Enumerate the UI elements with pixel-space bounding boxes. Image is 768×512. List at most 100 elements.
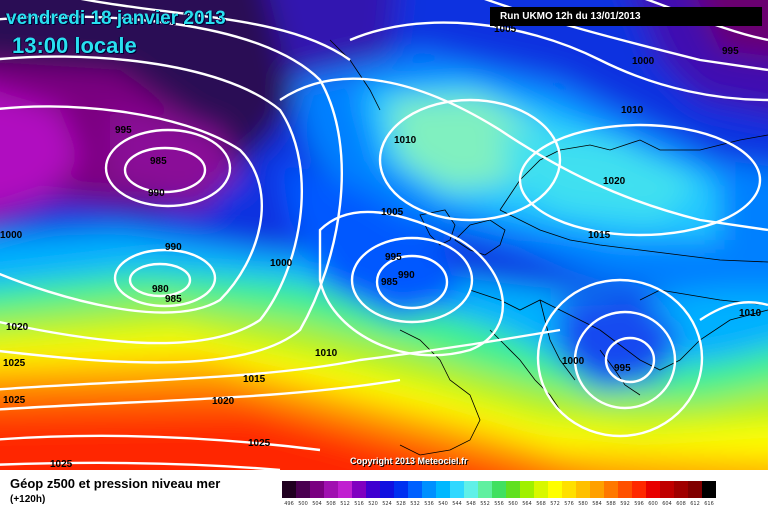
scale-color: [548, 481, 562, 498]
scale-color: [520, 481, 534, 498]
isobar-label: 1020: [603, 176, 626, 187]
coastlines: [329, 39, 768, 456]
isobar-label: 985: [165, 294, 182, 305]
isobar-label: 1010: [739, 308, 762, 319]
scale-value: 584: [590, 499, 604, 509]
scale-value: 568: [534, 499, 548, 509]
forecast-map: 1005 995 1000 995 985 990 1000 990 980 9…: [0, 0, 768, 470]
forecast-range: (+120h): [10, 494, 46, 505]
scale-color: [478, 481, 492, 498]
isobars: [0, 0, 768, 470]
scale-value: 496: [282, 499, 296, 509]
isobar-label: 985: [150, 156, 167, 167]
scale-color: [324, 481, 338, 498]
scale-swatch: 564: [520, 481, 534, 509]
scale-value: 508: [324, 499, 338, 509]
scale-swatch: 556: [492, 481, 506, 509]
map-title: Géop z500 et pression niveau mer: [10, 476, 221, 491]
copyright-text: Copyright 2013 Meteociel.fr: [350, 456, 468, 466]
scale-color: [702, 481, 716, 498]
scale-value: 524: [380, 499, 394, 509]
scale-swatch: 516: [352, 481, 366, 509]
scale-value: 500: [296, 499, 310, 509]
scale-color: [296, 481, 310, 498]
scale-swatch: 508: [324, 481, 338, 509]
scale-value: 600: [646, 499, 660, 509]
scale-swatch: 588: [604, 481, 618, 509]
scale-value: 532: [408, 499, 422, 509]
scale-color: [422, 481, 436, 498]
scale-color: [576, 481, 590, 498]
scale-swatch: 536: [422, 481, 436, 509]
scale-value: 544: [450, 499, 464, 509]
scale-color: [310, 481, 324, 498]
scale-color: [590, 481, 604, 498]
scale-value: 512: [338, 499, 352, 509]
scale-swatch: 584: [590, 481, 604, 509]
scale-swatch: 540: [436, 481, 450, 509]
scale-color: [604, 481, 618, 498]
scale-value: 616: [702, 499, 716, 509]
scale-swatch: 572: [548, 481, 562, 509]
isobar-label: 985: [381, 277, 398, 288]
isobar-label: 1025: [50, 459, 73, 470]
scale-value: 528: [394, 499, 408, 509]
isobar-label: 980: [152, 284, 169, 295]
isobar-label: 1020: [212, 396, 235, 407]
scale-value: 604: [660, 499, 674, 509]
scale-swatch: 580: [576, 481, 590, 509]
scale-value: 548: [464, 499, 478, 509]
scale-value: 540: [436, 499, 450, 509]
legend-footer: Géop z500 et pression niveau mer (+120h)…: [0, 470, 768, 512]
isobar-label: 1020: [6, 322, 29, 333]
isobar-label: 1010: [315, 348, 338, 359]
scale-color: [660, 481, 674, 498]
scale-value: 520: [366, 499, 380, 509]
isobar-label: 1010: [394, 135, 417, 146]
isobar-label: 1010: [621, 105, 644, 116]
scale-swatch: 520: [366, 481, 380, 509]
color-scale: 496 500 504 508 512 516 520 524 528 532 536 540 544 5…: [282, 481, 716, 509]
scale-value: 552: [478, 499, 492, 509]
scale-color: [464, 481, 478, 498]
scale-color: [408, 481, 422, 498]
scale-color: [338, 481, 352, 498]
isobar-label: 1000: [0, 230, 23, 241]
scale-swatch: 544: [450, 481, 464, 509]
isobar-label: 995: [614, 363, 631, 374]
forecast-date: vendredi 18 janvier 2013: [6, 8, 226, 29]
scale-swatch: 528: [394, 481, 408, 509]
scale-swatch: 504: [310, 481, 324, 509]
isobar-label: 1025: [3, 395, 26, 406]
isobar-label: 995: [385, 252, 402, 263]
scale-swatch: 548: [464, 481, 478, 509]
isobar-label: 1015: [588, 230, 611, 241]
scale-value: 596: [632, 499, 646, 509]
scale-swatch: 568: [534, 481, 548, 509]
scale-value: 572: [548, 499, 562, 509]
scale-color: [674, 481, 688, 498]
forecast-time: 13:00 locale: [12, 33, 137, 58]
scale-swatch: 604: [660, 481, 674, 509]
scale-color: [618, 481, 632, 498]
isobar-label: 995: [115, 125, 132, 136]
scale-value: 504: [310, 499, 324, 509]
scale-swatch: 592: [618, 481, 632, 509]
scale-color: [450, 481, 464, 498]
scale-color: [366, 481, 380, 498]
scale-swatch: 600: [646, 481, 660, 509]
scale-swatch: 608: [674, 481, 688, 509]
scale-color: [380, 481, 394, 498]
isobar-label: 1000: [270, 258, 293, 269]
scale-value: 588: [604, 499, 618, 509]
scale-value: 536: [422, 499, 436, 509]
scale-swatch: 612: [688, 481, 702, 509]
isobar-label: 1000: [632, 56, 655, 67]
scale-swatch: 576: [562, 481, 576, 509]
scale-swatch: 524: [380, 481, 394, 509]
isobar-label: 1000: [562, 356, 585, 367]
scale-color: [534, 481, 548, 498]
scale-swatch: 560: [506, 481, 520, 509]
scale-value: 608: [674, 499, 688, 509]
scale-value: 576: [562, 499, 576, 509]
